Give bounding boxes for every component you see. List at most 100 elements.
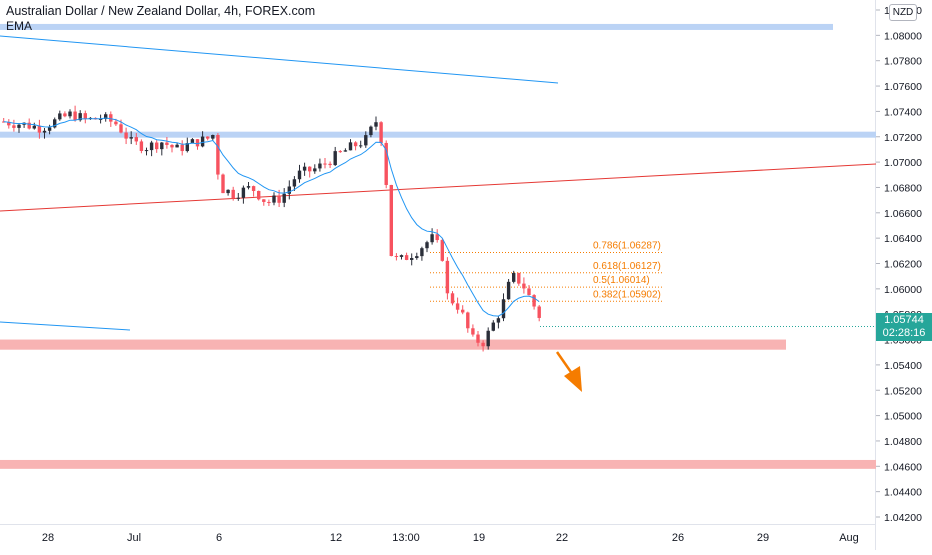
candle (236, 192, 240, 201)
price-tick-label: 1.05200 (884, 385, 922, 397)
candle (313, 164, 317, 174)
candle (404, 252, 409, 261)
candle (476, 331, 480, 347)
candle (211, 134, 215, 141)
candle (517, 272, 521, 286)
upper-zone[interactable] (0, 23, 833, 30)
candle (73, 105, 77, 122)
candle (527, 285, 531, 296)
candle (374, 116, 378, 131)
candle (481, 340, 485, 352)
candle (195, 139, 200, 150)
price-tick-label: 1.07400 (884, 106, 922, 118)
candle (83, 110, 87, 124)
candle (226, 189, 230, 196)
price-tick-label: 1.07200 (884, 132, 922, 144)
time-axis[interactable]: 28 Jul 6 12 13:00 19 22 26 29 Aug (42, 532, 859, 544)
candle (231, 186, 235, 201)
price-tick-label: 1.07000 (884, 157, 922, 169)
candle (267, 199, 271, 207)
candle (512, 270, 516, 284)
support-zone[interactable] (0, 339, 786, 350)
price-tick-label: 1.07600 (884, 81, 922, 93)
candle (461, 305, 465, 315)
fib-level-label: 0.5(1.06014) (593, 275, 650, 286)
current-price-value: 1.05744 (884, 314, 924, 326)
price-tick-label: 1.04400 (884, 487, 922, 499)
trendlines-layer (0, 35, 877, 331)
candle (221, 173, 225, 194)
time-tick-label: Aug (839, 532, 859, 544)
candle (257, 190, 261, 201)
time-tick-label: 13:00 (392, 532, 420, 544)
candle (410, 253, 414, 266)
trendline-red[interactable] (0, 163, 877, 212)
candle (430, 228, 434, 245)
candle (389, 184, 393, 257)
price-tick-label: 1.06000 (884, 284, 922, 296)
price-tick-label: 1.08000 (884, 30, 922, 42)
time-tick-label: 12 (330, 532, 342, 544)
fibonacci-layer: 0.786(1.06287) 0.618(1.06127) 0.5(1.06014)… (430, 240, 664, 302)
trendline-blue-upper[interactable] (0, 35, 559, 84)
candle (17, 122, 21, 133)
symbol-title[interactable]: Australian Dollar / New Zealand Dollar, … (6, 4, 316, 18)
time-tick-label: 28 (42, 532, 54, 544)
candle (343, 148, 348, 152)
price-tick-label: 1.05400 (884, 360, 922, 372)
fib-level-label: 0.382(1.05902) (593, 289, 661, 300)
candle (200, 131, 205, 148)
candle (144, 147, 149, 156)
fib-level-label: 0.786(1.06287) (593, 240, 661, 251)
candle (7, 119, 11, 129)
candle (302, 162, 307, 176)
candle (364, 131, 368, 148)
lower-zone[interactable] (0, 459, 876, 469)
resistance-zone[interactable] (0, 131, 876, 138)
candle (415, 252, 419, 260)
candle (297, 164, 302, 183)
price-axis[interactable]: 1.082001.080001.078001.076001.074001.072… (876, 5, 922, 524)
price-tick-label: 1.06400 (884, 233, 922, 245)
candle (486, 327, 490, 350)
zones-layer (0, 23, 876, 469)
candle (491, 320, 495, 332)
candle (496, 315, 501, 329)
candle (292, 176, 297, 191)
candle (425, 240, 429, 253)
candle (134, 133, 138, 145)
candle (338, 150, 342, 153)
time-tick-label: 26 (672, 532, 684, 544)
currency-badge[interactable]: NZD (889, 4, 917, 21)
candle (241, 185, 246, 204)
candle (42, 127, 47, 139)
time-tick-label: 22 (556, 532, 568, 544)
ema-indicator-label[interactable]: EMA (6, 19, 33, 33)
price-tick-label: 1.04200 (884, 512, 922, 524)
candle (359, 140, 363, 149)
candle (282, 188, 286, 208)
candle (170, 144, 174, 153)
candle (216, 133, 220, 180)
forecast-arrow[interactable] (555, 351, 582, 392)
candle (328, 161, 332, 169)
candle (501, 293, 506, 322)
candle (537, 304, 541, 322)
candle (165, 137, 169, 149)
trendline-blue-lower[interactable] (0, 321, 131, 331)
candle (353, 141, 358, 151)
candle (445, 257, 450, 300)
current-price-tag: 1.05744 02:28:16 (876, 313, 932, 341)
candle (246, 182, 251, 190)
price-tick-label: 1.06600 (884, 208, 922, 220)
candle (78, 110, 82, 122)
price-tick-label: 1.05000 (884, 411, 922, 423)
candle (466, 311, 470, 333)
candle (175, 143, 179, 148)
candles-layer (2, 105, 541, 352)
ema-line[interactable] (3, 117, 540, 317)
time-tick-label: 29 (757, 532, 769, 544)
candle (435, 229, 439, 243)
